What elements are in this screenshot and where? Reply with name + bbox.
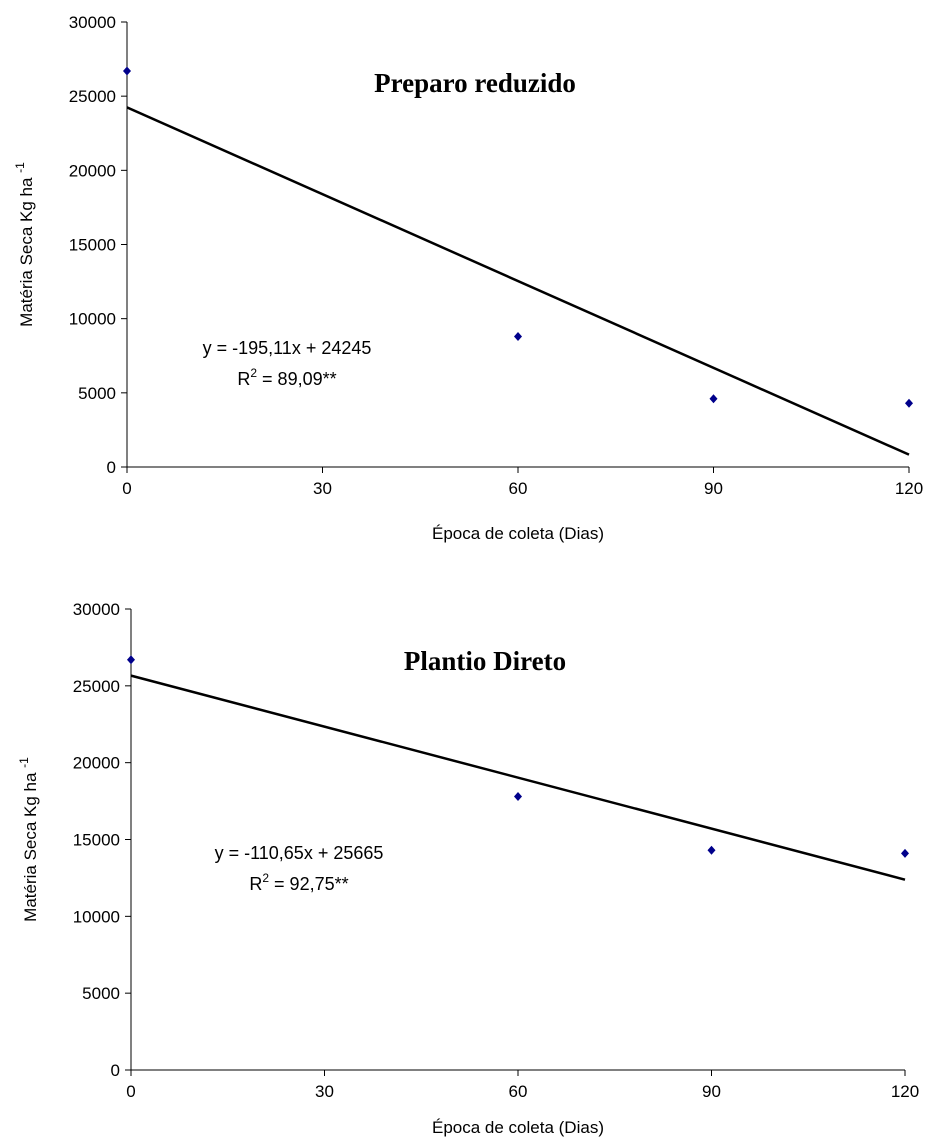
x-tick-label: 60: [509, 479, 528, 498]
data-point: [514, 791, 522, 801]
chart-plantio-direto: 0 5000 10000 15000 20000 25000 30000 0 30 60 90 120…: [17, 600, 919, 1137]
y-axis-title: Matéria Seca Kg ha -1: [17, 757, 40, 922]
x-tick-label: 120: [891, 1082, 919, 1101]
y-tick-label: 25000: [73, 677, 120, 696]
y-tick-label: 10000: [69, 310, 116, 329]
y-tick-label: 0: [107, 458, 116, 477]
y-tick-label: 0: [111, 1061, 120, 1080]
chart-title: Plantio Direto: [404, 646, 566, 676]
y-tick-label: 10000: [73, 907, 120, 926]
y-tick-label: 15000: [73, 831, 120, 850]
chart-preparo-reduzido: 0 5000 10000 15000 20000 25000 30000 0 30 60 90 120…: [13, 13, 923, 543]
r-squared: R2 = 92,75**: [249, 871, 348, 894]
data-point: [709, 394, 718, 404]
x-tick-label: 30: [315, 1082, 334, 1101]
y-tick-label: 5000: [78, 384, 116, 403]
x-axis-title: Época de coleta (Dias): [432, 524, 604, 543]
y-axis-title-superscript: -1: [13, 162, 27, 173]
x-tick-label: 0: [122, 479, 131, 498]
y-tick-label: 15000: [69, 236, 116, 255]
regression-equation: y = -195,11x + 24245: [203, 338, 372, 358]
y-tick-label: 30000: [73, 600, 120, 619]
y-tick-label: 25000: [69, 87, 116, 106]
y-tick-label: 20000: [73, 754, 120, 773]
x-tick-label: 90: [702, 1082, 721, 1101]
x-tick-label: 30: [313, 479, 332, 498]
y-axis-title-superscript: -1: [17, 757, 31, 768]
y-tick-label: 20000: [69, 161, 116, 180]
data-point: [901, 848, 909, 858]
x-tick-label: 120: [895, 479, 923, 498]
r-squared: R2 = 89,09**: [237, 366, 336, 389]
chart-title: Preparo reduzido: [374, 68, 576, 98]
x-tick-label: 0: [126, 1082, 135, 1101]
trend-line: [130, 674, 906, 881]
data-point: [905, 398, 913, 408]
x-tick-label: 60: [509, 1082, 528, 1101]
data-point: [123, 66, 131, 76]
x-tick-label: 90: [704, 479, 723, 498]
data-point: [127, 655, 135, 665]
x-axis-title: Época de coleta (Dias): [432, 1118, 604, 1137]
data-point: [514, 331, 522, 341]
y-tick-label: 5000: [82, 984, 120, 1003]
data-point: [707, 845, 716, 855]
y-axis-title: Matéria Seca Kg ha -1: [13, 162, 36, 327]
regression-equation: y = -110,65x + 25665: [215, 843, 384, 863]
y-tick-label: 30000: [69, 13, 116, 32]
trend-line: [126, 106, 910, 456]
